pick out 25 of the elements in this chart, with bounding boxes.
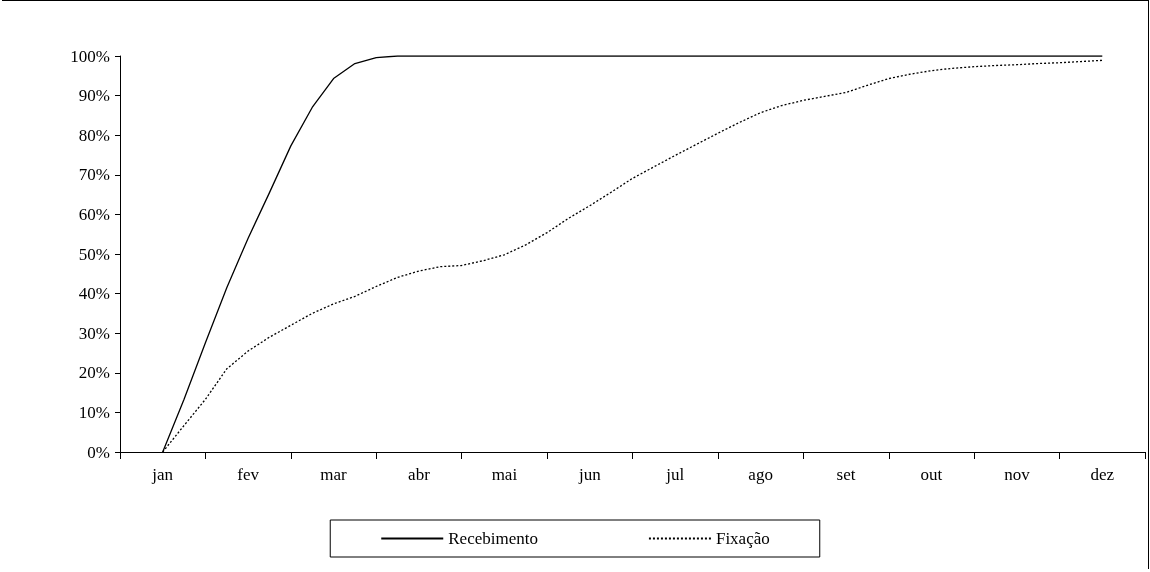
y-tick-label: 30%	[78, 323, 110, 343]
x-tick-label: jan	[151, 465, 174, 484]
y-tick-label: 20%	[78, 363, 110, 383]
x-tick-label: abr	[408, 465, 431, 484]
y-tick-label: 100%	[70, 46, 110, 66]
y-tick-label: 0%	[87, 442, 110, 462]
x-tick-label: mar	[320, 465, 348, 484]
x-tick-label: ago	[748, 465, 773, 484]
y-tick-label: 70%	[78, 165, 110, 185]
legend-label: Fixação	[715, 529, 770, 548]
legend-label: Recebimento	[448, 529, 538, 548]
x-tick-label: nov	[1004, 465, 1031, 484]
x-tick-label: dez	[1090, 465, 1115, 484]
y-tick-label: 50%	[78, 244, 110, 264]
y-tick-label: 40%	[78, 284, 110, 304]
y-tick-label: 10%	[78, 402, 110, 422]
x-tick-label: mai	[491, 465, 518, 484]
y-tick-label: 90%	[78, 86, 110, 106]
x-tick-label: jul	[665, 465, 685, 484]
x-tick-label: fev	[237, 465, 260, 484]
y-tick-label: 60%	[78, 204, 110, 224]
x-tick-label: jun	[577, 465, 602, 484]
x-tick-label: out	[920, 465, 943, 484]
x-tick-label: set	[836, 465, 856, 484]
y-tick-label: 80%	[78, 125, 110, 145]
